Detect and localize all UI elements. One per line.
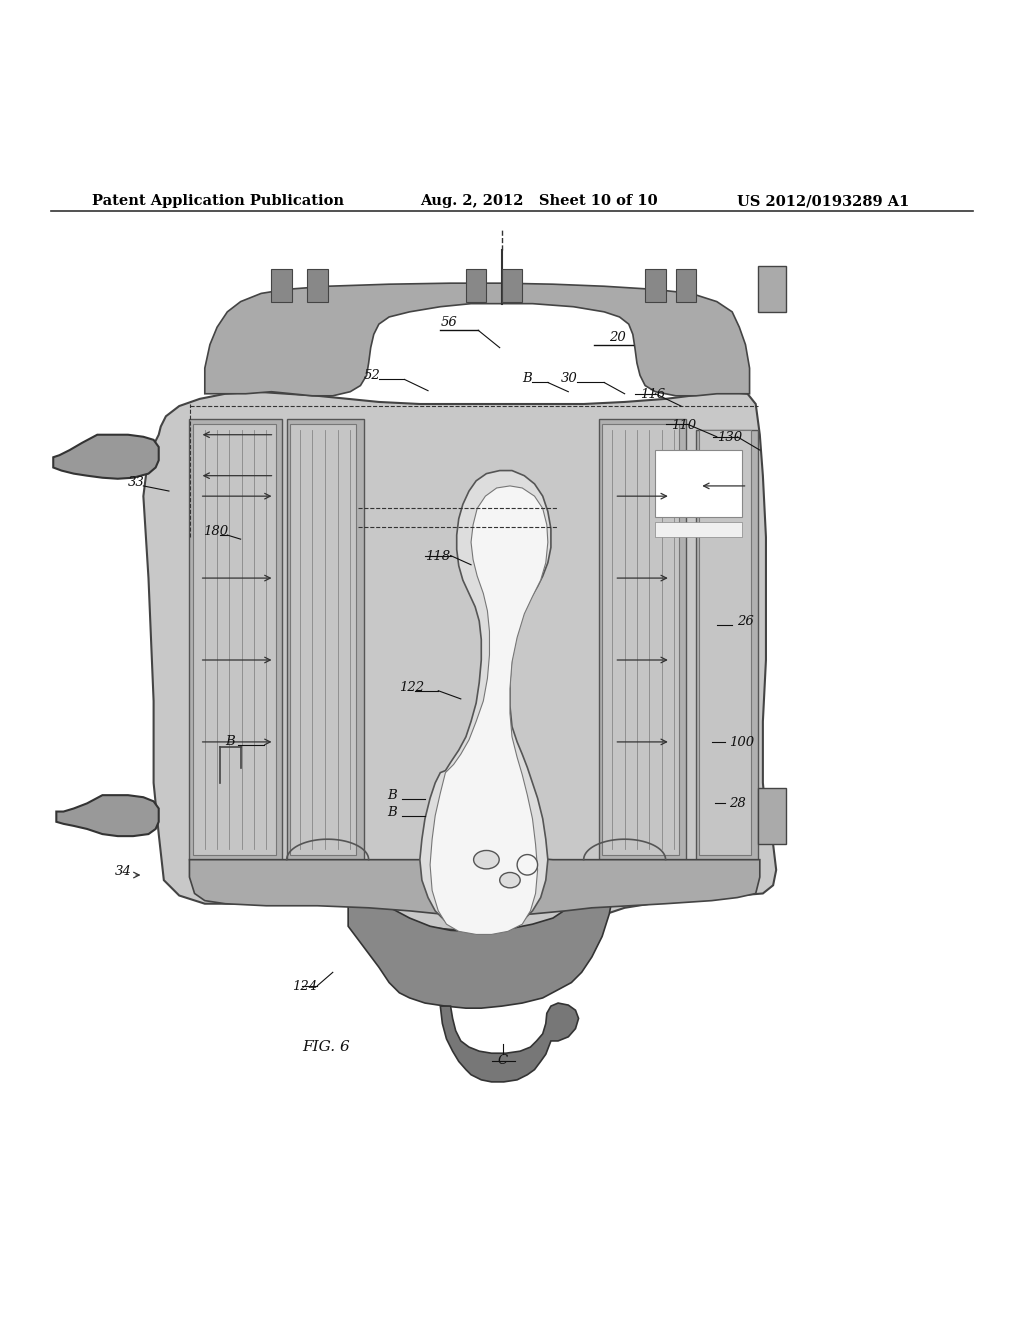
Text: 124: 124 [292,979,317,993]
Bar [645,269,666,301]
Bar [290,425,356,854]
Text: 28: 28 [729,797,745,810]
Text: US 2012/0193289 A1: US 2012/0193289 A1 [737,194,909,209]
Text: 34: 34 [115,865,131,878]
Polygon shape [348,898,612,1008]
Text: C: C [498,1055,508,1068]
Text: 180: 180 [203,525,228,539]
Polygon shape [440,1003,579,1082]
Text: 116: 116 [640,388,666,401]
Bar [655,521,742,537]
Polygon shape [143,392,776,932]
Bar [676,269,696,301]
Text: Patent Application Publication: Patent Application Publication [92,194,344,209]
Polygon shape [420,470,551,932]
Bar [758,265,786,312]
Ellipse shape [500,873,520,888]
Bar [466,269,486,301]
Text: 118: 118 [425,549,451,562]
Circle shape [517,854,538,875]
Text: Aug. 2, 2012   Sheet 10 of 10: Aug. 2, 2012 Sheet 10 of 10 [420,194,657,209]
Bar [271,269,292,301]
Ellipse shape [473,850,500,869]
Polygon shape [205,284,750,396]
Text: 20: 20 [609,330,626,343]
Text: 130: 130 [717,430,742,444]
Polygon shape [430,486,548,935]
Text: 52: 52 [364,370,380,383]
Text: B: B [387,789,397,803]
Bar [699,429,751,854]
Bar [193,425,276,854]
Text: 56: 56 [440,317,457,329]
Text: 110: 110 [671,418,696,432]
Bar [602,425,679,854]
Bar [189,420,282,859]
Bar [696,429,758,859]
Text: 30: 30 [561,372,578,385]
Polygon shape [189,857,760,916]
Text: 100: 100 [729,737,755,748]
Polygon shape [53,434,159,479]
Text: 122: 122 [399,681,425,694]
Text: B: B [387,805,397,818]
Bar [287,420,364,859]
Polygon shape [56,795,159,836]
Text: B: B [522,372,532,385]
Text: 26: 26 [737,615,754,628]
Bar [758,788,786,845]
Text: FIG. 6: FIG. 6 [302,1040,350,1055]
Text: B: B [225,735,236,748]
Text: 33: 33 [128,477,144,488]
Bar [655,450,742,516]
Bar [599,420,686,859]
Bar [307,269,328,301]
Bar [502,269,522,301]
